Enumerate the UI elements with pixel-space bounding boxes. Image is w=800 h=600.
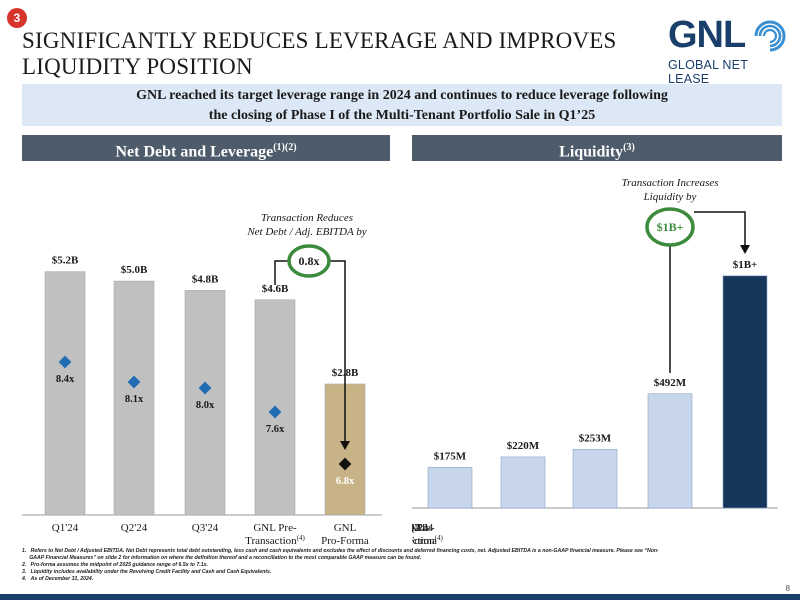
bar-net-debt [113, 280, 155, 516]
net-debt-section-header: Net Debt and Leverage(1)(2) [22, 135, 390, 161]
liquidity-chart: $175M $220M $253M $492M $1B+ Q1'24Q2'24Q3'24G… [412, 177, 778, 545]
bar-value-label: $253M [579, 432, 612, 444]
annotation-value: 0.8x [299, 254, 320, 268]
arrow-head-icon [740, 245, 750, 254]
annotation-line-1: Transaction Increases [621, 177, 718, 189]
logo-mark: GNL [668, 14, 746, 56]
x-tick-label: Q3'24 [412, 522, 426, 534]
bar-value-label: $1B+ [733, 259, 758, 271]
x-tick-label: Q1'24 [52, 522, 79, 534]
annotation-circle [287, 244, 331, 278]
bar-value-label: $5.0B [121, 264, 148, 276]
bar-value-label: $5.2B [52, 255, 79, 267]
leverage-marker [198, 381, 212, 395]
footnote-3: 3. Liquidity includes availability under… [22, 569, 272, 575]
leverage-label: 8.4x [56, 374, 75, 385]
bar-net-debt [184, 290, 226, 516]
banner-line-1: GNL reached its target leverage range in… [136, 88, 668, 103]
annotation-circle [645, 207, 695, 247]
logo-swirl-icon [754, 20, 786, 52]
liquidity-header-footnote: (3) [623, 142, 635, 153]
arrow-head-icon [340, 441, 350, 450]
gnl-logo: GNL GLOBAL NET LEASE [664, 14, 790, 86]
footnotes: 1. Refers to Net Debt / Adjusted EBITDA.… [22, 548, 742, 583]
bar-liquidity [722, 275, 768, 509]
leverage-marker [338, 457, 352, 471]
bar-net-debt [44, 271, 86, 516]
footnote-1-cont: GAAP Financial Measures” on slide 2 for … [29, 555, 422, 561]
footnote-2: 2. Pro-forma assumes the midpoint of 202… [22, 562, 208, 568]
bar-liquidity [647, 393, 693, 509]
logo-name: GLOBAL NET LEASE [668, 58, 748, 86]
bar-value-label: $4.8B [192, 273, 219, 285]
slide-number-badge: 3 [7, 8, 27, 28]
footnote-1: 1. Refers to Net Debt / Adjusted EBITDA.… [22, 548, 659, 554]
summary-banner: GNL reached its target leverage range in… [22, 84, 782, 126]
bar-liquidity [427, 467, 473, 509]
annotation-arrow [694, 211, 746, 247]
page-title: SIGNIFICANTLY REDUCES LEVERAGE AND IMPRO… [22, 28, 617, 79]
footnote-4: 4. As of December 31, 2024. [22, 576, 94, 582]
liquidity-section-header: Liquidity(3) [412, 135, 782, 161]
liquidity-header-label: Liquidity [559, 143, 624, 161]
leverage-label: 8.1x [125, 394, 144, 405]
banner-line-2: the closing of Phase I of the Multi-Tena… [208, 108, 596, 123]
net-debt-header-footnote: (1)(2) [273, 142, 297, 153]
page-number: 8 [785, 584, 790, 593]
bar-value-label: $4.6B [262, 283, 289, 295]
annotation-line-2: Liquidity by [643, 191, 697, 203]
bar-liquidity [500, 456, 546, 509]
leverage-marker [127, 375, 141, 389]
net-debt-chart: $5.2B8.4x$5.0B8.1x$4.8B8.0x$4.6B7.6x$2.8… [22, 212, 382, 545]
annotation-value: $1B+ [657, 220, 684, 234]
x-tick-label: Q2'24 [121, 522, 148, 534]
leverage-marker [268, 405, 282, 419]
leverage-label: 8.0x [196, 400, 215, 411]
annotation-line-2: Net Debt / Adj. EBITDA by [246, 226, 366, 238]
x-tick-label: Q3'24 [192, 522, 219, 534]
leverage-marker [58, 355, 72, 369]
net-debt-header-label: Net Debt and Leverage [115, 143, 274, 161]
bar-value-label: $492M [654, 377, 687, 389]
x-tick-label: Q1'24 [412, 522, 429, 534]
bar-value-label: $175M [434, 450, 467, 462]
leverage-label: 6.8x [336, 476, 355, 487]
x-tick-label: GNL Pre-Transaction(4) [412, 522, 444, 545]
x-tick-label: Q2'24 [412, 522, 434, 534]
bar-liquidity [572, 448, 618, 509]
x-tick-label: GNL Pre-Transaction(4) [245, 522, 305, 545]
bottom-accent-bar [0, 594, 800, 600]
leverage-label: 7.6x [266, 424, 285, 435]
annotation-connector-left [648, 226, 671, 373]
annotation-line-1: Transaction Reduces [261, 212, 353, 224]
bar-value-label: $220M [507, 440, 540, 452]
